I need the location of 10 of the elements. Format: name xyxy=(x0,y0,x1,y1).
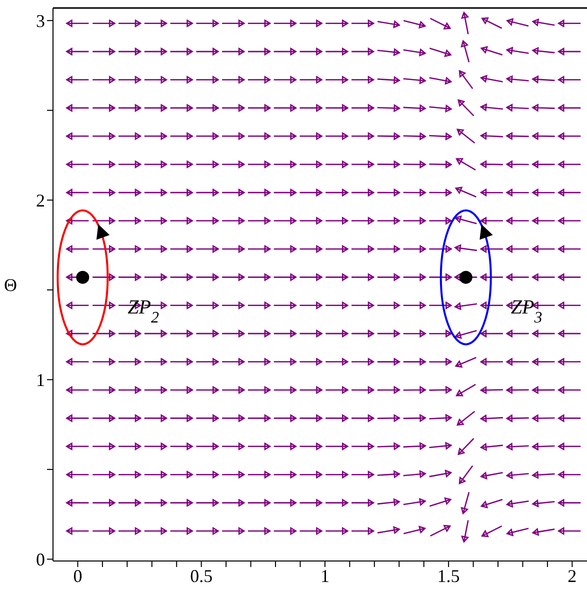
y-tick-label: 3 xyxy=(36,10,45,31)
x-tick-label: 1 xyxy=(320,566,330,586)
y-tick-label: 0 xyxy=(36,550,45,570)
x-tick-label: 1.5 xyxy=(437,566,460,586)
y-tick-label: 1 xyxy=(36,370,45,390)
x-tick-label: 0 xyxy=(73,566,82,586)
x-tick-label: 2 xyxy=(568,566,577,586)
x-tick-label: 0.5 xyxy=(190,566,213,586)
y-axis-title: Θ xyxy=(4,274,17,295)
y-tick-label: 2 xyxy=(36,190,45,211)
